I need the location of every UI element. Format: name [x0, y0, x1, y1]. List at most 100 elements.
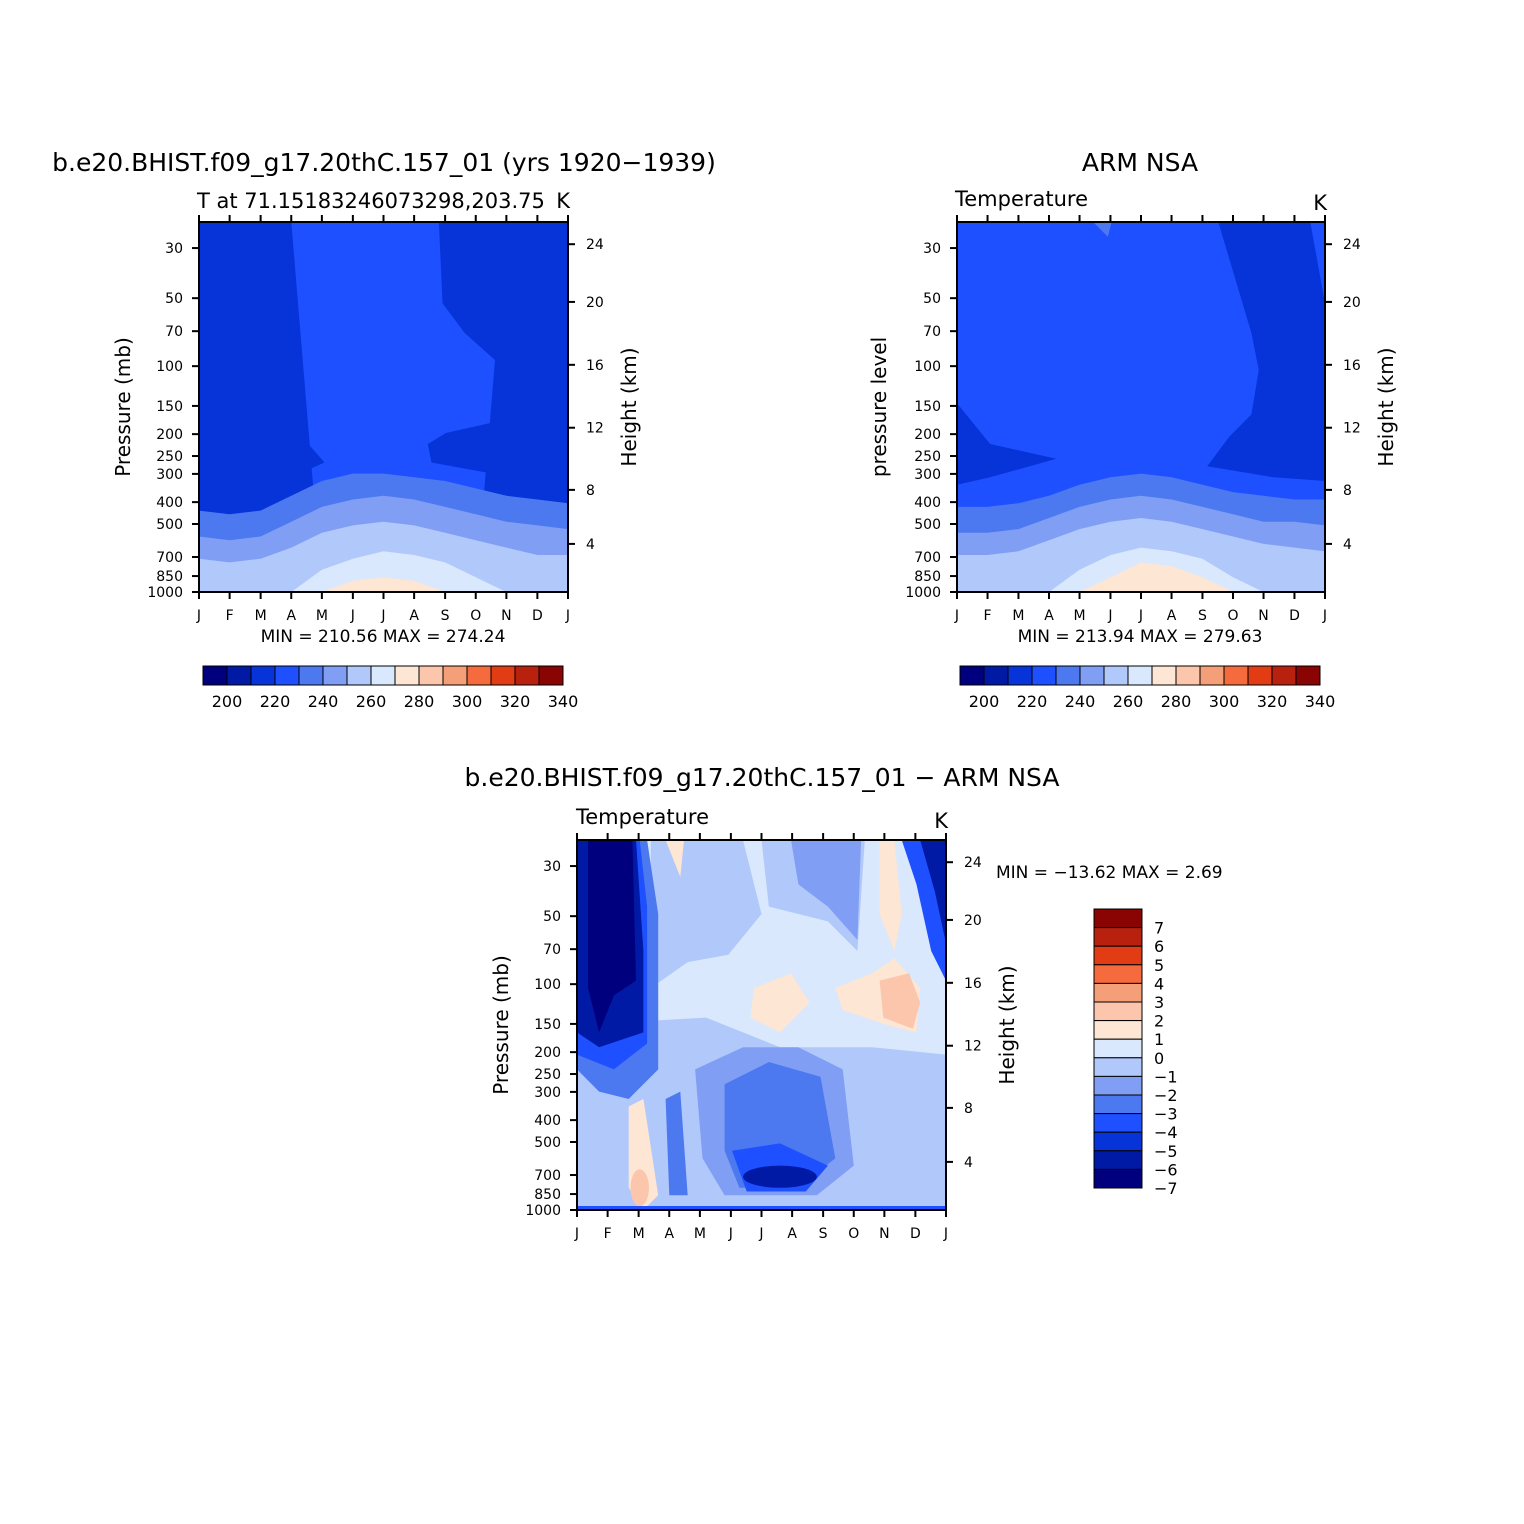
- colorbar-box: [1093, 1168, 1143, 1189]
- y-tick-label: 1000: [525, 1203, 561, 1219]
- y-right-tick-label: 20: [1343, 295, 1361, 311]
- panel-subtitle: Temperature: [954, 187, 1088, 211]
- colorbar-box: [1295, 665, 1321, 686]
- colorbar-box: [1247, 665, 1273, 686]
- colorbar-box: [983, 665, 1009, 686]
- x-tick-label: A: [409, 608, 419, 624]
- y-right-tick-label: 12: [964, 1039, 982, 1055]
- colorbar-box: [1223, 665, 1249, 686]
- contour-blob: [427, 222, 568, 485]
- x-tick-label: A: [1167, 608, 1177, 624]
- x-tick-label: F: [604, 1226, 612, 1242]
- colorbar-label: 300: [452, 692, 483, 711]
- contour-band: [199, 577, 568, 592]
- y-right-tick-label: 20: [586, 295, 604, 311]
- y-tick-label: 850: [534, 1187, 561, 1203]
- colorbar-box: [1271, 665, 1297, 686]
- contour-band: [577, 1206, 946, 1210]
- y-tick-label: 400: [156, 495, 183, 511]
- colorbar-label: 5: [1154, 956, 1164, 975]
- colorbar-label: 220: [1017, 692, 1048, 711]
- colorbar-box: [514, 665, 540, 686]
- y-tick-label: 150: [534, 1017, 561, 1033]
- colorbar-label: 340: [548, 692, 579, 711]
- min-max-text: MIN = −13.62 MAX = 2.69: [996, 863, 1223, 883]
- x-tick-label: J: [574, 1226, 579, 1242]
- x-tick-label: O: [1227, 608, 1238, 624]
- x-tick-label: J: [1322, 608, 1327, 624]
- colorbar-box: [1031, 665, 1057, 686]
- y-axis-label: Pressure (mb): [111, 337, 135, 477]
- units-label: K: [556, 189, 571, 213]
- colorbar-box: [250, 665, 276, 686]
- colorbar-box: [202, 665, 228, 686]
- colorbar-box: [1093, 964, 1143, 984]
- colorbar-label: 7: [1154, 919, 1164, 938]
- x-tick-label: J: [350, 608, 355, 624]
- x-tick-label: D: [1289, 608, 1300, 624]
- y-tick-label: 500: [156, 517, 183, 533]
- colorbar-box: [1093, 1001, 1143, 1022]
- colorbar-label: 4: [1154, 974, 1164, 993]
- x-tick-label: J: [1138, 608, 1143, 624]
- y-tick-label: 200: [156, 427, 183, 443]
- panel-subtitle: Temperature: [575, 805, 709, 829]
- y-tick-label: 300: [534, 1085, 561, 1101]
- contour-band: [199, 551, 568, 592]
- colorbar-label: 300: [1209, 692, 1240, 711]
- y-tick-label: 250: [534, 1067, 561, 1083]
- colorbar-label: −5: [1154, 1142, 1178, 1161]
- y-tick-label: 30: [165, 241, 183, 257]
- colorbar-label: −2: [1154, 1086, 1178, 1105]
- contour-blob: [665, 1091, 688, 1196]
- x-tick-label: M: [694, 1226, 706, 1242]
- colorbar-label: 340: [1305, 692, 1336, 711]
- y-tick-label: 70: [543, 942, 561, 958]
- x-tick-label: M: [316, 608, 328, 624]
- y-right-tick-label: 4: [586, 537, 595, 553]
- colorbar-box: [1093, 1094, 1143, 1115]
- contour-blob: [630, 1169, 649, 1207]
- contour-blob: [957, 403, 1057, 485]
- x-tick-label: N: [501, 608, 511, 624]
- y-tick-label: 1000: [905, 585, 941, 601]
- y-right-tick-label: 20: [964, 913, 982, 929]
- y-right-axis-label: Height (km): [617, 347, 641, 466]
- contour-blob: [879, 973, 921, 1029]
- y-right-tick-label: 16: [964, 976, 982, 992]
- x-tick-label: S: [819, 1226, 828, 1242]
- x-tick-label: M: [633, 1226, 645, 1242]
- x-tick-label: A: [1044, 608, 1054, 624]
- colorbar-box: [959, 665, 985, 686]
- colorbar-box: [1093, 1075, 1143, 1096]
- colorbar-box: [1093, 1020, 1143, 1040]
- units-label: K: [1313, 191, 1328, 215]
- colorbar-box: [1093, 927, 1143, 947]
- y-tick-label: 100: [156, 359, 183, 375]
- y-tick-label: 1000: [147, 585, 183, 601]
- min-max-text: MIN = 210.56 MAX = 274.24: [261, 627, 506, 647]
- x-tick-label: D: [910, 1226, 921, 1242]
- colorbar-label: −3: [1154, 1105, 1178, 1124]
- colorbar-box: [1093, 945, 1143, 966]
- y-tick-label: 700: [534, 1168, 561, 1184]
- y-right-tick-label: 4: [964, 1155, 973, 1171]
- x-tick-label: J: [1107, 608, 1112, 624]
- y-tick-label: 850: [156, 569, 183, 585]
- contour-blob: [650, 840, 762, 988]
- colorbar-label: 1: [1154, 1030, 1164, 1049]
- colorbar-box: [1093, 1113, 1143, 1133]
- colorbar-label: 3: [1154, 993, 1164, 1012]
- colorbar-label: 220: [260, 692, 291, 711]
- x-tick-label: S: [1198, 608, 1207, 624]
- y-tick-label: 300: [914, 467, 941, 483]
- panel-model: J F M A M J J A S O N D J 30 50 70 100 150 200 250 300 400 500…: [52, 148, 716, 711]
- y-tick-label: 100: [534, 977, 561, 993]
- y-tick-label: 30: [543, 859, 561, 875]
- min-max-text: MIN = 213.94 MAX = 279.63: [1018, 627, 1263, 647]
- y-tick-label: 700: [156, 550, 183, 566]
- colorbar-label: 200: [969, 692, 1000, 711]
- x-tick-label: F: [984, 608, 992, 624]
- y-right-tick-label: 12: [586, 421, 604, 437]
- colorbar-box: [394, 665, 420, 686]
